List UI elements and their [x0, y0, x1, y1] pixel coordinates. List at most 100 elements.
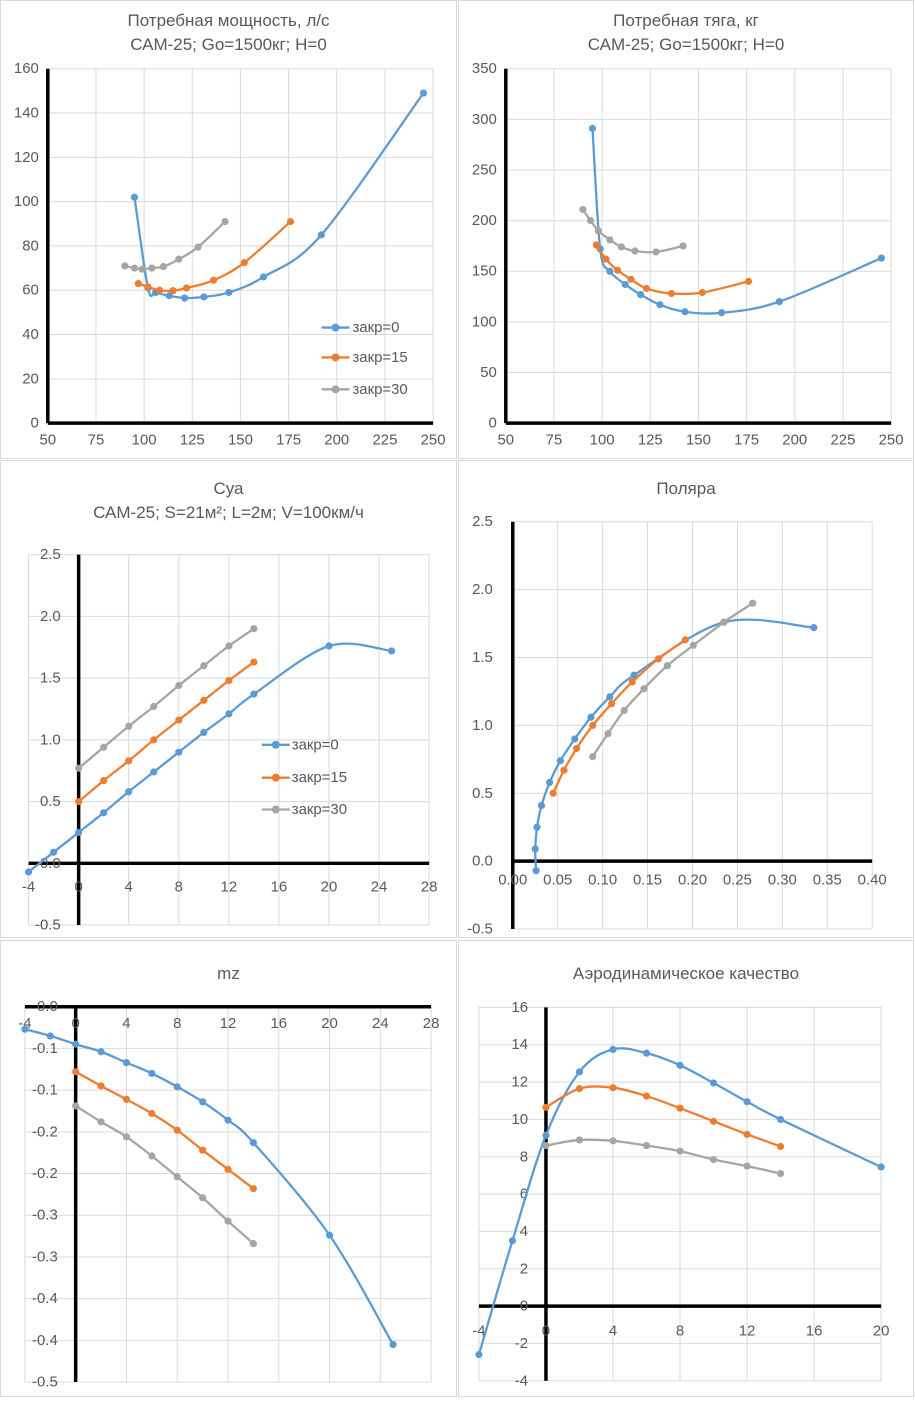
- data-point: [628, 678, 636, 686]
- y-tick-label: 350: [472, 60, 497, 77]
- y-tick-label: -0.1: [32, 1082, 58, 1099]
- data-point: [656, 301, 664, 309]
- x-tick-label: 4: [609, 1322, 617, 1339]
- data-point: [775, 298, 783, 306]
- x-tick-label: 175: [734, 432, 759, 449]
- chart-panel-aero-quality: Аэродинамическое качество -4 -2 0 2 4 6 8 10 12 1…: [458, 940, 914, 1397]
- y-tick-label: 1.5: [472, 649, 493, 666]
- y-tick-label: 2: [520, 1260, 528, 1277]
- x-tick-label: 0.00: [498, 872, 527, 889]
- data-point: [240, 258, 248, 267]
- y-tick-label: 1.0: [40, 731, 61, 748]
- y-tick-label: 0: [520, 1298, 528, 1315]
- data-point: [604, 729, 612, 738]
- legend-label: закр=15: [352, 349, 407, 366]
- x-tick-label: 0: [72, 1015, 80, 1032]
- aero-quality-plot: -4 -2 0 2 4 6 8 10 12 14 16 -4 0 4 8 12 16 20: [472, 999, 890, 1389]
- chart-legend: закр=0 закр=15 закр=30: [321, 319, 408, 398]
- data-point: [175, 716, 183, 724]
- y-tick-label: -0.4: [32, 1290, 58, 1307]
- gridlines: [505, 68, 892, 424]
- y-tick-label: 0.0: [40, 855, 61, 872]
- x-tick-label: 125: [638, 432, 663, 449]
- y-tick-label: 4: [520, 1223, 528, 1240]
- data-point: [148, 1069, 156, 1078]
- y-tick-label: 140: [14, 105, 39, 122]
- x-tick-label: 0.20: [678, 872, 707, 889]
- y-tick-label: 150: [472, 263, 497, 280]
- legend-item: закр=30: [261, 801, 347, 818]
- data-point: [720, 618, 728, 626]
- data-point: [542, 1131, 550, 1139]
- data-point: [877, 1163, 885, 1171]
- series-закр=15: [542, 1084, 785, 1151]
- data-point: [475, 1351, 483, 1359]
- series-закр=15: [549, 636, 689, 797]
- x-tick-label: 250: [879, 432, 904, 449]
- axis-lines: [504, 68, 892, 425]
- legend-marker: [331, 323, 340, 332]
- data-point: [575, 1085, 584, 1093]
- chart-panel-polar: Поляра -0.5 0.0 0.5 1.0 1.5 2.0 2.5 0.00 0.05 0.1…: [458, 460, 914, 938]
- data-point: [546, 778, 554, 786]
- data-point: [571, 735, 579, 743]
- data-point: [749, 599, 757, 607]
- data-point: [572, 744, 581, 753]
- x-tick-label: 0.10: [588, 872, 617, 889]
- data-point: [631, 247, 639, 255]
- x-tick-label: 20: [873, 1322, 890, 1339]
- data-point: [97, 1118, 105, 1126]
- series-закр=0: [475, 1045, 885, 1359]
- data-point: [549, 789, 557, 797]
- data-point: [587, 713, 595, 721]
- data-point: [24, 868, 33, 876]
- data-point: [144, 283, 152, 291]
- x-tick-label: 150: [228, 432, 253, 449]
- x-tick-label: 0.05: [543, 872, 572, 889]
- y-tick-label: 0.0: [37, 998, 58, 1015]
- y-tick-label: -0.2: [32, 1123, 58, 1140]
- chart-panel-required-power: Потребная мощность, л/с САМ-25; Go=1500к…: [0, 0, 457, 459]
- data-point: [620, 706, 628, 715]
- data-point: [286, 217, 295, 226]
- data-point: [419, 89, 428, 97]
- data-point: [542, 1141, 550, 1150]
- data-point: [743, 1162, 751, 1170]
- x-tick-label: 24: [371, 879, 388, 896]
- polar-plot: -0.5 0.0 0.5 1.0 1.5 2.0 2.5 0.00 0.05 0.10 0.15 0.…: [467, 513, 887, 937]
- data-point: [592, 241, 600, 249]
- required-power-plot: 0 20 40 60 80 100 120 140 160 50 75 100 125 150 175 200…: [14, 60, 446, 449]
- axis-lines: [478, 1007, 882, 1381]
- x-tick-label: 8: [175, 879, 183, 896]
- x-tick-label: 225: [830, 432, 855, 449]
- y-tick-label: 8: [520, 1148, 528, 1165]
- y-tick-label: 2.0: [40, 608, 61, 625]
- y-tick-label: 14: [511, 1036, 528, 1053]
- data-point: [173, 1083, 181, 1091]
- data-point: [165, 292, 173, 300]
- chart-panel-mz: mz 0.0 -0.1 -0.1 -0.2 -0.2 -0.3 -0.3 -0.4 -0.4 -0…: [0, 940, 457, 1397]
- data-point: [150, 736, 158, 744]
- x-tick-label: 250: [421, 432, 446, 449]
- data-point: [122, 1095, 131, 1103]
- data-point: [589, 753, 597, 761]
- y-tick-label: 300: [472, 111, 497, 128]
- data-point: [134, 280, 142, 288]
- x-tick-label: 0.15: [633, 872, 662, 889]
- data-point: [556, 757, 564, 765]
- data-point: [224, 1116, 232, 1124]
- series-закр=0: [588, 124, 886, 317]
- y-tick-label: -0.5: [467, 921, 493, 937]
- data-point: [609, 1084, 617, 1092]
- data-point: [594, 227, 602, 235]
- data-point: [148, 264, 156, 272]
- y-tick-label: 0.5: [40, 793, 61, 810]
- data-point: [654, 655, 662, 663]
- y-tick-label: 2.5: [40, 546, 61, 563]
- data-point: [97, 1082, 105, 1090]
- data-point: [810, 624, 818, 632]
- chart-legend: закр=0 закр=15 закр=30: [261, 736, 347, 818]
